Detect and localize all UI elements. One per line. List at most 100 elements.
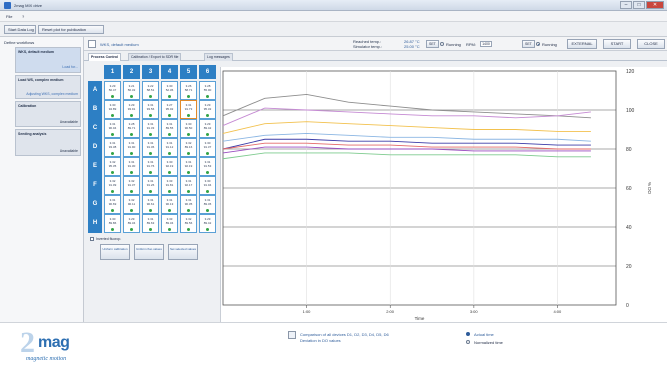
well-cell[interactable]: 3.31 89.55 [161,119,178,138]
workflow-item-sub[interactable]: Load for... [62,65,78,69]
well-cell[interactable]: 3.29 89.42 [199,214,216,233]
rpm-input[interactable]: 1400 [480,41,492,47]
well-cell[interactable]: 3.30 92.19 [161,157,178,176]
well-cell[interactable]: 3.31 92.19 [180,157,197,176]
well-cell[interactable]: 3.32 95.35 [104,157,121,176]
well-cell[interactable]: 3.29 89.42 [199,119,216,138]
minimize-icon[interactable]: – [620,1,632,9]
column-header[interactable]: 2 [123,65,140,79]
row-header[interactable]: D [88,138,102,157]
well-cell[interactable]: 3.33 89.34 [161,214,178,233]
close-button[interactable]: CLOSE [637,39,665,49]
comparison-icon[interactable] [288,331,296,339]
well-cell[interactable]: 3.28 55.00 [199,81,216,100]
column-header[interactable]: 6 [199,65,216,79]
tab-calibration-export[interactable]: Calibration / Export to SDR file [128,53,182,61]
column-header[interactable]: 3 [142,65,159,79]
close-icon[interactable]: ✕ [646,1,664,9]
well-cell[interactable]: 3.31 90.61 [142,195,159,214]
well-cell[interactable]: 3.31 91.53 [199,157,216,176]
tab-log-messages[interactable]: Log messages [204,53,233,61]
well-cell[interactable]: 3.31 91.90 [123,138,140,157]
well-cell[interactable]: 3.31 90.13 [161,195,178,214]
well-cell[interactable]: 3.31 89.45 [199,195,216,214]
start-button[interactable]: START [603,39,631,49]
well-cell[interactable]: 3.31 90.35 [180,195,197,214]
well-cell[interactable]: 3.30 89.86 [104,214,121,233]
well-cell[interactable]: 3.29 95.32 [199,100,216,119]
series-line [222,93,591,119]
well-value-1: 3.28 [128,122,135,126]
well-cell[interactable]: 3.28 89.71 [123,119,140,138]
well-cell[interactable]: 3.31 91.36 [142,138,159,157]
well-cell[interactable]: 3.32 91.37 [123,176,140,195]
well-cell[interactable]: 3.26 58.71 [180,81,197,100]
uniform-calibration-button[interactable]: Uniform calibration [100,244,130,260]
well-cell[interactable]: 3.30 91.04 [199,176,216,195]
maximize-icon[interactable]: □ [633,1,645,9]
well-cell[interactable]: 3.31 93.38 [104,138,121,157]
workflow-item-seeding[interactable]: Seeding analysis Unavailable [15,129,81,156]
row-header[interactable]: A [88,81,102,100]
menu-help[interactable]: ? [22,14,25,19]
well-cell[interactable]: 3.31 91.12 [161,138,178,157]
well-cell[interactable]: 3.31 92.17 [180,176,197,195]
well-cell[interactable]: 3.31 91.76 [142,157,159,176]
set-selected-values-button[interactable]: Set selected values [168,244,198,260]
well-cell[interactable]: 3.31 91.26 [142,176,159,195]
row-header[interactable]: E [88,157,102,176]
well-cell[interactable]: 3.31 91.30 [123,157,140,176]
row-header[interactable]: F [88,176,102,195]
well-cell[interactable]: 3.33 91.81 [161,176,178,195]
well-status-icon [111,190,114,193]
row-header[interactable]: C [88,119,102,138]
workflow-item-sub[interactable]: Adjusting WKS, complex medium [26,92,78,96]
well-cell[interactable]: 3.31 90.69 [104,195,121,214]
checkbox-box[interactable] [90,237,94,242]
well-cell[interactable]: 3.21 56.32 [123,81,140,100]
column-header[interactable]: 5 [180,65,197,79]
well-cell[interactable]: 3.29 89.34 [123,214,140,233]
well-status-icon [206,114,209,117]
row-header[interactable]: G [88,195,102,214]
menu-file[interactable]: File [6,14,13,19]
inverted-fluorop-checkbox[interactable]: Inverted fluorop. [90,237,121,242]
well-cell[interactable]: 3.31 93.56 [142,100,159,119]
start-data-log-button[interactable]: Start Data Log [4,25,36,34]
running-temp-radio[interactable] [440,42,444,46]
well-cell[interactable]: 3.31 90.04 [104,119,121,138]
column-header[interactable]: 1 [104,65,121,79]
well-cell[interactable]: 3.29 50.47 [104,81,121,100]
set-temp-button[interactable]: SET [426,40,439,48]
well-cell[interactable]: 3.32 89.56 [180,214,197,233]
well-cell[interactable]: 3.27 95.02 [161,100,178,119]
normalized-time-radio[interactable] [466,340,470,344]
running-rpm-radio[interactable] [536,42,540,46]
well-cell[interactable]: 3.30 52.36 [161,81,178,100]
well-cell[interactable]: 3.32 91.09 [104,176,121,195]
well-cell[interactable]: 3.30 94.89 [104,100,121,119]
tab-process-control[interactable]: Process Control [88,53,122,61]
well-cell[interactable]: 3.22 58.51 [142,81,159,100]
set-rpm-button[interactable]: SET [522,40,535,48]
column-header[interactable]: 4 [161,65,178,79]
uniform-fluo-values-button[interactable]: Uniform fluo values [134,244,164,260]
well-value-2: 91.12 [165,145,174,149]
actual-time-radio[interactable] [466,332,470,336]
app-logo-icon [4,2,11,9]
well-cell[interactable]: 3.31 91.33 [142,119,159,138]
external-button[interactable]: EXTERNAL [567,39,597,49]
well-cell[interactable]: 3.32 90.11 [123,195,140,214]
well-cell[interactable]: 3.31 89.63 [142,214,159,233]
well-cell[interactable]: 3.32 89.16 [180,138,197,157]
well-cell[interactable]: 3.29 93.91 [123,100,140,119]
well-cell[interactable]: 3.30 90.50 [180,119,197,138]
row-header[interactable]: B [88,100,102,119]
well-cell[interactable]: 3.31 91.73 [180,100,197,119]
workflow-item-calibration[interactable]: Calibration Unavailable [15,101,81,127]
reset-plot-button[interactable]: Reset plot for publication [38,25,104,34]
well-cell[interactable]: 3.30 91.37 [199,138,216,157]
workflow-item-load-ws[interactable]: Load WS, complex medium Adjusting WKS, c… [15,75,81,99]
row-header[interactable]: H [88,214,102,233]
workflow-item-wks-default[interactable]: WKS, default medium Load for... [15,47,81,73]
